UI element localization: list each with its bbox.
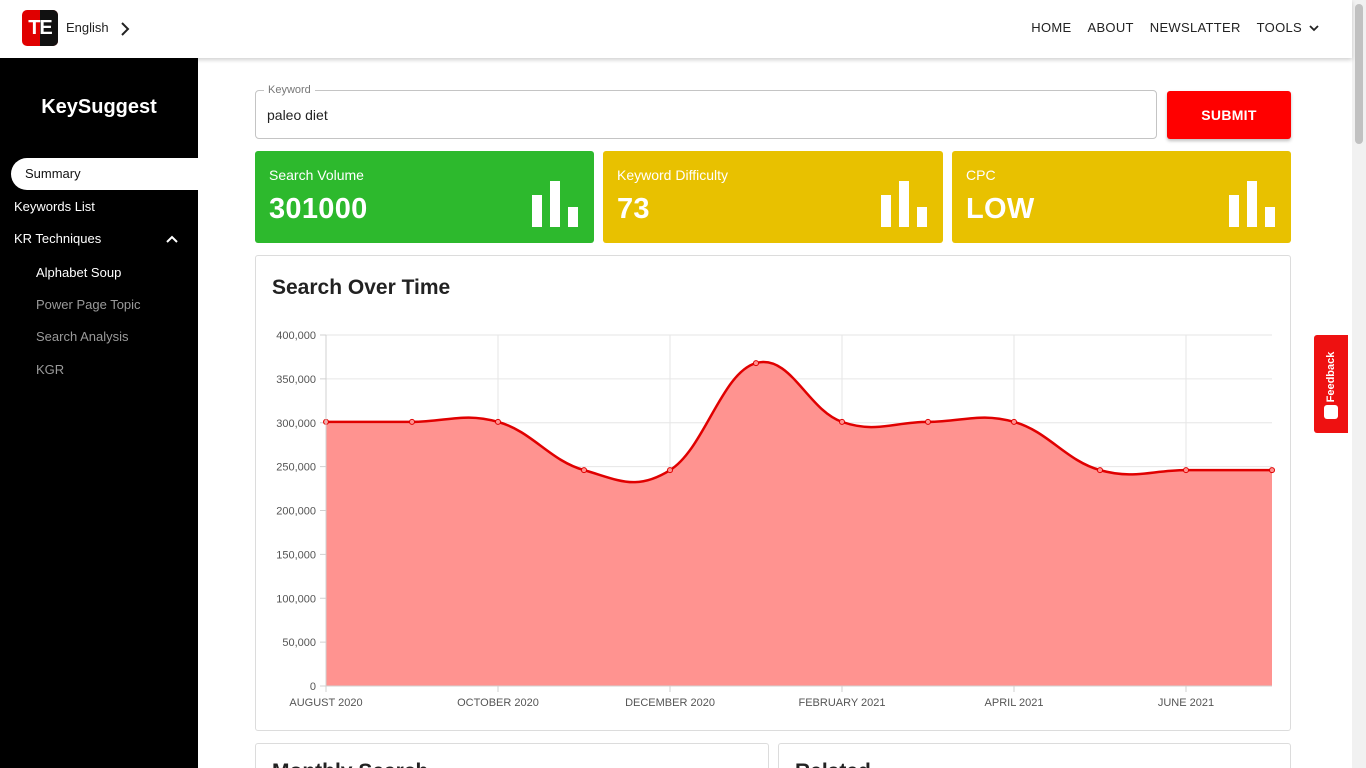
data-point bbox=[495, 418, 501, 425]
chart-title: Search Over Time bbox=[272, 276, 451, 299]
y-tick-label: 200,000 bbox=[276, 506, 316, 518]
top-bar: TE English HOME ABOUT NEWSLATTER TOOLS bbox=[0, 0, 1352, 58]
sidebar-item-alphabet-soup[interactable]: Alphabet Soup bbox=[36, 265, 122, 280]
bar-chart-icon bbox=[532, 181, 580, 227]
data-point bbox=[925, 418, 931, 425]
monthly-search-card: Monthly Search bbox=[255, 743, 769, 768]
brand-title: KeySuggest bbox=[41, 96, 157, 118]
submit-button[interactable]: SUBMIT bbox=[1167, 91, 1291, 139]
logo-icon[interactable]: TE bbox=[22, 10, 58, 46]
sidebar-item-summary[interactable]: Summary bbox=[11, 158, 198, 190]
sidebar-item-power-page-topic[interactable]: Power Page Topic bbox=[36, 297, 141, 312]
keyword-input[interactable] bbox=[267, 104, 1127, 126]
y-tick-label: 0 bbox=[310, 681, 316, 693]
data-point bbox=[753, 360, 759, 367]
x-tick-label: AUGUST 2020 bbox=[289, 697, 362, 709]
main-nav: HOME ABOUT NEWSLATTER TOOLS bbox=[1031, 20, 1320, 35]
search-over-time-chart: 0 50,000 100,000 150,000 200,000 250,000 300,0… bbox=[276, 330, 1275, 709]
sidebar: KeySuggest Summary Keywords List KR Tech… bbox=[0, 58, 198, 768]
search-volume-value: 301000 bbox=[269, 193, 368, 225]
related-card: Related bbox=[778, 743, 1291, 768]
data-point bbox=[1097, 467, 1103, 474]
bar-chart-icon bbox=[881, 181, 929, 227]
data-point bbox=[581, 467, 587, 474]
nav-newsletter[interactable]: NEWSLATTER bbox=[1149, 20, 1241, 35]
cpc-card: CPC LOW bbox=[952, 151, 1291, 243]
sidebar-item-kr-techniques[interactable]: KR Techniques bbox=[14, 231, 102, 246]
search-over-time-card: Search Over Time 0 50,000 100,000 150,000 20… bbox=[255, 255, 1291, 731]
x-tick-label: FEBRUARY 2021 bbox=[798, 697, 885, 709]
series-area bbox=[326, 361, 1272, 686]
chevron-up-icon[interactable] bbox=[165, 232, 179, 246]
x-tick-label: DECEMBER 2020 bbox=[625, 697, 715, 709]
related-title: Related bbox=[795, 760, 871, 768]
keyword-difficulty-card: Keyword Difficulty 73 bbox=[603, 151, 943, 243]
feedback-label: Feedback bbox=[1325, 351, 1337, 403]
y-tick-label: 50,000 bbox=[282, 637, 316, 649]
y-tick-label: 150,000 bbox=[276, 549, 316, 561]
chevron-down-icon bbox=[1309, 24, 1319, 31]
cpc-label: CPC bbox=[966, 167, 996, 183]
scrollbar[interactable] bbox=[1352, 0, 1366, 768]
search-volume-card: Search Volume 301000 bbox=[255, 151, 594, 243]
keyword-field[interactable] bbox=[255, 90, 1157, 139]
keyword-legend: Keyword bbox=[264, 84, 315, 96]
sidebar-item-kgr[interactable]: KGR bbox=[36, 362, 65, 377]
sidebar-item-keywords-list[interactable]: Keywords List bbox=[14, 199, 95, 214]
nav-home[interactable]: HOME bbox=[1031, 20, 1072, 35]
bar-chart-icon bbox=[1229, 181, 1277, 227]
nav-tools-label: TOOLS bbox=[1256, 20, 1302, 35]
scrollbar-thumb[interactable] bbox=[1355, 4, 1363, 144]
y-tick-label: 400,000 bbox=[276, 330, 316, 342]
x-tick-label: APRIL 2021 bbox=[985, 697, 1044, 709]
feedback-icon bbox=[1324, 405, 1338, 419]
language-selector[interactable]: English bbox=[66, 20, 109, 35]
x-tick-label: OCTOBER 2020 bbox=[457, 697, 539, 709]
chevron-right-icon[interactable] bbox=[118, 20, 132, 38]
data-point bbox=[1183, 467, 1189, 474]
search-volume-label: Search Volume bbox=[269, 167, 364, 183]
data-point bbox=[1269, 467, 1275, 474]
keyword-difficulty-label: Keyword Difficulty bbox=[617, 167, 729, 183]
y-tick-label: 300,000 bbox=[276, 418, 316, 430]
data-point bbox=[839, 418, 845, 425]
cpc-value: LOW bbox=[966, 193, 1035, 225]
data-point bbox=[667, 467, 673, 474]
y-tick-label: 350,000 bbox=[276, 374, 316, 386]
monthly-search-title: Monthly Search bbox=[272, 760, 428, 768]
data-point bbox=[1011, 418, 1017, 425]
sidebar-item-search-analysis[interactable]: Search Analysis bbox=[36, 329, 129, 344]
x-tick-label: JUNE 2021 bbox=[1158, 697, 1214, 709]
data-point bbox=[409, 418, 415, 425]
nav-about[interactable]: ABOUT bbox=[1087, 20, 1134, 35]
y-tick-label: 100,000 bbox=[276, 593, 316, 605]
keyword-difficulty-value: 73 bbox=[617, 193, 650, 225]
y-tick-label: 250,000 bbox=[276, 462, 316, 474]
nav-tools[interactable]: TOOLS bbox=[1257, 20, 1320, 35]
feedback-tab[interactable]: Feedback bbox=[1314, 335, 1348, 433]
